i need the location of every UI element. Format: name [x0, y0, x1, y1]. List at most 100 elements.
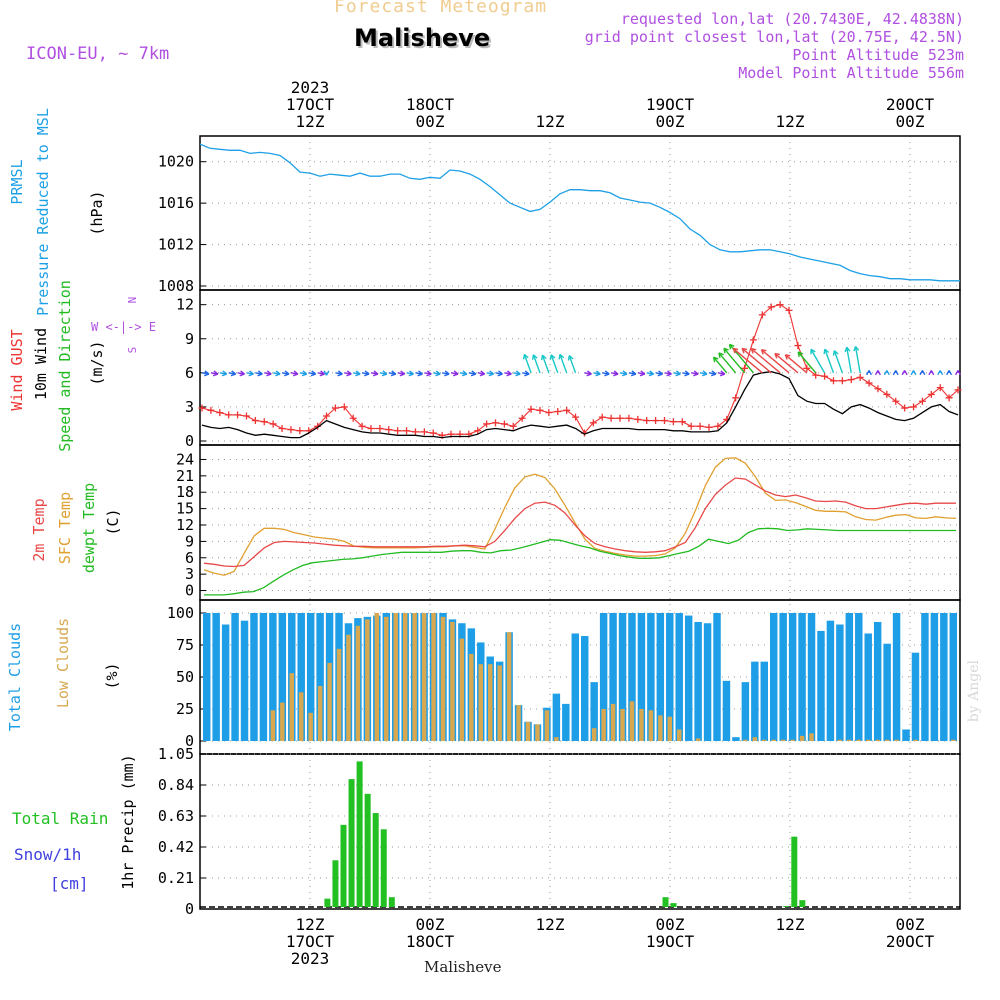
y-tick-label: 1016 — [158, 194, 194, 212]
model-point-altitude: Model Point Altitude 556m — [738, 64, 964, 82]
rain-bar — [372, 813, 379, 907]
bottom-time-label: 12Z — [296, 915, 325, 934]
total-cloud-bar — [240, 620, 249, 741]
wind-direction-arrowhead — [613, 370, 619, 377]
low-cloud-bar — [308, 712, 313, 741]
low-cloud-bar — [450, 621, 455, 741]
wind-gust-marker — [945, 394, 953, 402]
top-time-label: 19OCT — [646, 95, 695, 114]
wind-gust-marker — [634, 415, 642, 423]
low-cloud-bar — [837, 739, 843, 741]
wind-direction-arrowhead — [919, 370, 926, 376]
wind-direction-arrowhead — [712, 356, 719, 363]
wind-gust-marker — [625, 414, 633, 422]
top-time-label: 2023 — [291, 78, 330, 97]
low-cloud-bar — [497, 665, 502, 741]
total-cloud-bar — [684, 615, 693, 741]
wind-direction-arrow — [760, 349, 790, 374]
total-cloud-bar — [770, 613, 778, 741]
wind-gust-marker — [616, 414, 624, 422]
wind-direction-arrowhead — [470, 370, 477, 377]
low-cloud-bar — [762, 739, 767, 741]
wind-gust-marker — [936, 384, 944, 392]
total-cloud-bar — [259, 613, 268, 741]
meteogram-subtitle: Forecast Meteogram — [334, 0, 548, 17]
wind-direction-arrowhead — [337, 370, 343, 377]
wind-direction-arrowhead — [284, 370, 290, 377]
low-cloud-bar — [809, 733, 814, 741]
wind-direction-arrowhead — [426, 370, 432, 377]
wind-direction-arrowhead — [657, 370, 663, 377]
panel-frame — [199, 753, 961, 910]
total-cloud-bar — [675, 613, 683, 741]
wind-direction-arrowhead — [479, 370, 486, 377]
low-cloud-bar — [355, 625, 361, 741]
low-cloud-bar — [365, 619, 370, 741]
low-cloud-bar — [431, 613, 436, 741]
rain-bar — [799, 900, 806, 907]
wind-gust-marker — [572, 413, 580, 421]
low-cloud-bar — [280, 702, 285, 741]
wind-gust-marker — [394, 427, 402, 435]
low-cloud-bar — [790, 739, 795, 741]
total-cloud-bar — [278, 613, 287, 741]
wind-direction-arrow — [741, 347, 772, 374]
wind-direction-arrowhead — [567, 355, 574, 361]
low-cloud-bar — [412, 613, 417, 741]
panel-frame — [199, 135, 961, 291]
low-cloud-bar — [658, 715, 663, 741]
wind-direction-arrowhead — [750, 347, 757, 354]
wind-gust-marker — [678, 418, 686, 426]
wind-direction-arrowhead — [531, 354, 538, 360]
total-rain-label: Total Rain — [12, 809, 108, 828]
wind-direction-arrowhead — [497, 370, 503, 377]
requested-lonlat: requested lon,lat (20.7430E, 42.4838N) — [620, 10, 964, 28]
y-tick-label: 25 — [176, 700, 194, 718]
wind-gust-marker — [785, 306, 793, 314]
wind-unit-label: (m/s) — [88, 340, 106, 385]
wind-direction-arrow — [523, 354, 532, 374]
wind-direction-arrowhead — [540, 354, 547, 361]
wind-direction-arrowhead — [239, 370, 245, 377]
wind-gust-marker — [216, 409, 224, 417]
wind-direction-arrow — [732, 347, 763, 374]
wind-gust-marker — [660, 417, 668, 425]
total-cloud-bar — [562, 703, 570, 741]
wind-gust-line — [201, 304, 959, 436]
low-cloud-bar — [270, 710, 276, 741]
wind-direction-arrowhead — [524, 370, 530, 377]
rain-bar — [783, 906, 790, 907]
temp-2m-line — [203, 477, 956, 568]
low-cloud-bar — [516, 705, 521, 741]
wind-gust-label: Wind GUST — [8, 329, 26, 410]
wind-direction-arrowhead — [212, 370, 219, 377]
y-tick-label: 21 — [176, 467, 194, 485]
wind-gust-marker — [234, 411, 242, 419]
wind-direction-arrowhead — [319, 370, 325, 377]
wind-direction-arrowhead — [741, 347, 748, 354]
wind-gust-marker — [865, 379, 873, 387]
total-cloud-bar — [855, 613, 863, 741]
wind-gust-marker — [474, 427, 482, 435]
top-time-label: 00Z — [416, 112, 445, 131]
wind-gust-marker — [278, 425, 286, 433]
wind-gust-marker — [527, 405, 535, 413]
wind-gust-marker — [269, 420, 277, 428]
low-cloud-bar — [327, 662, 332, 741]
compass-south-label: S — [126, 347, 139, 354]
bottom-time-label: 2023 — [291, 949, 330, 968]
total-cloud-bar — [892, 613, 901, 741]
wind-gust-marker — [598, 413, 606, 421]
total-cloud-bar — [930, 613, 939, 741]
wind-gust-marker — [340, 403, 348, 411]
wind-direction-arrowhead — [221, 370, 228, 377]
wind-direction-arrowhead — [586, 370, 592, 377]
wind-gust-marker — [847, 376, 855, 384]
low-cloud-bar — [752, 737, 758, 741]
total-cloud-bar — [212, 613, 220, 741]
wind-direction-arrow — [833, 350, 844, 374]
low-cloud-bar — [317, 685, 323, 741]
wind-gust-marker — [901, 404, 909, 412]
wind-direction-arrowhead — [710, 370, 717, 377]
